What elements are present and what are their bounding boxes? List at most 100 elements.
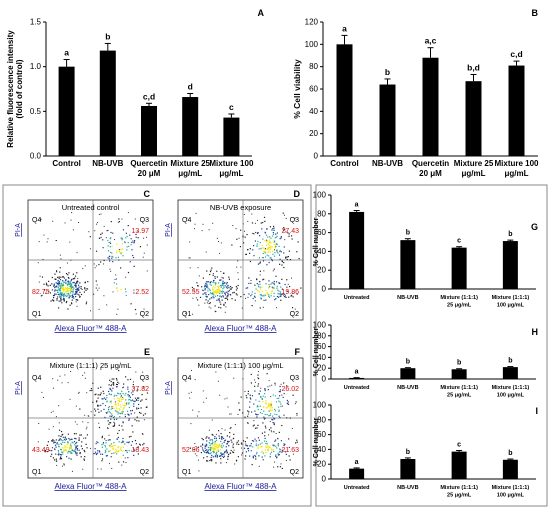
scatter-point: [208, 429, 210, 431]
scatter-point: [60, 448, 62, 451]
scatter-point: [254, 427, 257, 429]
scatter-point: [52, 426, 54, 428]
scatter-point: [56, 289, 58, 292]
scatter-point: [58, 281, 61, 283]
scatter-point: [277, 289, 279, 291]
scatter-point: [135, 233, 137, 236]
scatter-point: [249, 445, 251, 447]
significance-label: a,c: [425, 36, 437, 46]
scatter-point: [47, 441, 49, 443]
scatter-point: [295, 442, 297, 444]
scatter-point: [298, 257, 300, 260]
scatter-point: [280, 463, 282, 465]
scatter-point: [123, 386, 125, 388]
scatter-point: [195, 212, 197, 214]
scatter-point: [108, 384, 110, 386]
scatter-point: [207, 460, 209, 462]
scatter-point: [270, 402, 272, 404]
scatter-point: [47, 238, 49, 240]
scatter-point: [222, 280, 224, 282]
scatter-point: [212, 281, 215, 283]
scatter-point: [235, 228, 237, 230]
scatter-point: [58, 282, 60, 285]
scatter-point: [133, 265, 135, 267]
scatter-point: [269, 226, 272, 228]
scatter-point: [67, 441, 69, 443]
scatter-point: [120, 398, 123, 400]
scatter-point: [220, 303, 222, 305]
scatter-point: [287, 232, 289, 234]
scatter-point: [280, 295, 282, 297]
scatter-point: [243, 293, 245, 296]
scatter-point: [116, 287, 118, 289]
scatter-point: [271, 286, 273, 288]
flow-x-axis-label: Alexa Fluor™ 488-A: [54, 482, 127, 491]
category-label: Mixture (1:1:1): [492, 385, 530, 391]
scatter-point: [117, 290, 119, 292]
scatter-point: [285, 256, 287, 258]
quadrant-value-q3: 37.82: [131, 386, 149, 393]
scatter-point: [247, 422, 249, 424]
scatter-point: [70, 219, 72, 221]
scatter-point: [272, 421, 274, 424]
scatter-point: [96, 452, 99, 454]
scatter-point: [70, 445, 72, 447]
scatter-point: [205, 293, 207, 296]
quadrant-name-q4: Q4: [32, 217, 41, 224]
scatter-point: [272, 232, 274, 234]
scatter-point: [53, 296, 55, 299]
scatter-point: [272, 233, 275, 235]
scatter-point: [78, 284, 80, 286]
scatter-point: [275, 439, 277, 441]
scatter-point: [101, 398, 103, 400]
scatter-point: [210, 447, 213, 449]
scatter-point: [250, 279, 252, 281]
scatter-point: [57, 449, 60, 452]
quadrant-value-q1: 52.55: [182, 289, 200, 296]
scatter-point: [133, 448, 135, 450]
scatter-point: [58, 429, 61, 431]
scatter-point: [286, 385, 288, 387]
quadrant-name-q4: Q4: [32, 375, 41, 382]
scatter-point: [62, 289, 64, 291]
scatter-point: [260, 248, 262, 250]
scatter-point: [214, 440, 217, 443]
scatter-point: [211, 439, 213, 441]
scatter-point: [55, 458, 57, 460]
scatter-point: [252, 457, 255, 459]
scatter-point: [268, 261, 270, 264]
scatter-point: [134, 397, 137, 399]
scatter-point: [202, 289, 204, 292]
scatter-point: [247, 410, 249, 412]
scatter-point: [196, 282, 198, 284]
scatter-point: [223, 441, 225, 444]
scatter-point: [84, 456, 86, 458]
scatter-point: [206, 452, 208, 454]
scatter-point: [216, 451, 218, 454]
scatter-point: [217, 287, 220, 289]
scatter-point: [68, 272, 70, 274]
scatter-point: [111, 407, 114, 410]
scatter-point: [285, 453, 287, 455]
scatter-point: [265, 445, 267, 447]
scatter-point: [286, 258, 288, 261]
scatter-point: [256, 245, 258, 247]
scatter-point: [53, 448, 56, 450]
scatter-point: [281, 424, 283, 427]
scatter-point: [105, 450, 107, 453]
scatter-point: [58, 276, 60, 278]
scatter-point: [273, 227, 275, 229]
scatter-point: [287, 255, 289, 258]
scatter-point: [121, 464, 123, 466]
scatter-point: [75, 299, 77, 301]
scatter-point: [60, 286, 62, 288]
scatter-point: [98, 263, 100, 266]
scatter-point: [242, 235, 244, 237]
scatter-point: [198, 304, 200, 306]
category-label: μg/mL: [219, 169, 243, 178]
scatter-point: [95, 280, 97, 282]
scatter-point: [219, 284, 222, 287]
scatter-point: [84, 372, 86, 374]
scatter-point: [72, 229, 74, 231]
